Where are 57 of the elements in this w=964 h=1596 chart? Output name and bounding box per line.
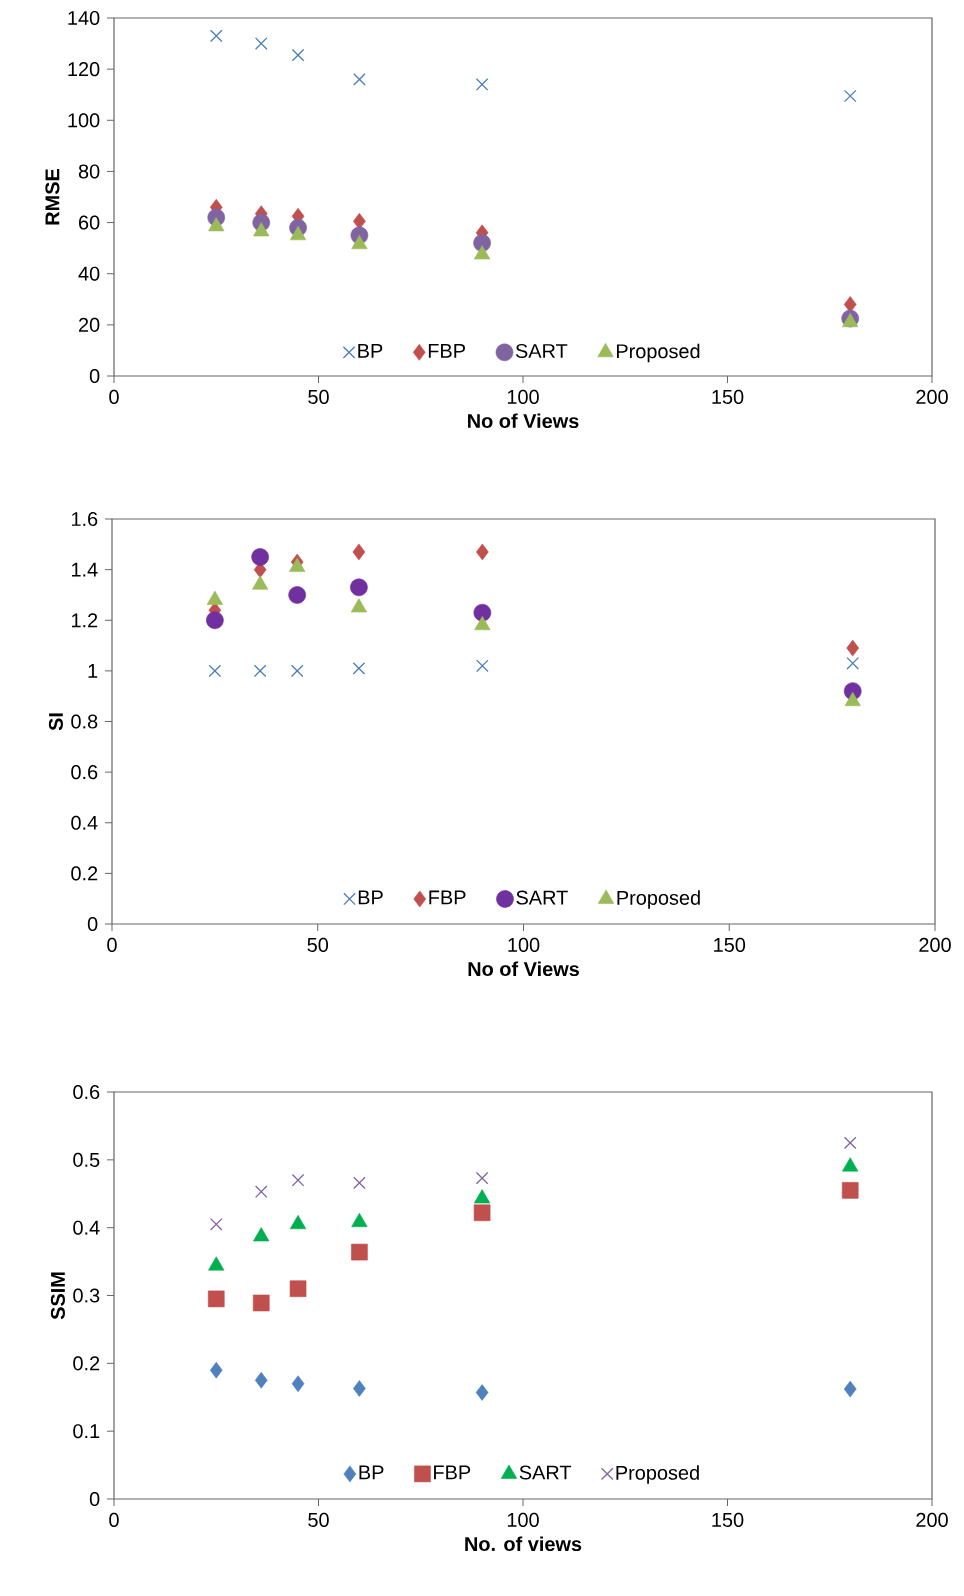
y-axis-title: SI: [48, 713, 63, 731]
y-tick-label: 80: [78, 164, 100, 179]
x-axis-title: No of Views: [468, 961, 579, 977]
x-tick-label: 0: [109, 389, 119, 404]
x-tick-label: 200: [916, 389, 948, 404]
x-tick-label: 50: [308, 1512, 329, 1527]
y-tick-label: 0.8: [71, 714, 98, 729]
x-tick-label: 0: [109, 1512, 119, 1527]
y-tick-label: 0.2: [71, 866, 98, 881]
y-tick-label: 0.5: [73, 1152, 100, 1167]
legend-label: BP: [358, 344, 383, 358]
y-axis-title: RMSE: [45, 169, 60, 225]
y-axis-title: SSIM: [50, 1272, 65, 1320]
y-tick-label: 0.2: [73, 1356, 100, 1371]
y-tick-label: 0: [89, 1491, 100, 1507]
y-tick-label: 0.4: [73, 1220, 100, 1235]
legend-label: FBP: [429, 890, 466, 905]
x-tick-label: 150: [714, 937, 746, 952]
legend-label: Proposed: [616, 1465, 699, 1484]
x-tick-label: 200: [919, 937, 951, 952]
y-tick-label: 1.2: [71, 613, 98, 628]
y-tick-label: 0.4: [71, 815, 98, 830]
y-tick-label: 0.3: [73, 1288, 100, 1303]
x-tick-label: 50: [308, 389, 329, 404]
legend-label: BP: [359, 1465, 384, 1480]
y-tick-label: 100: [68, 113, 100, 128]
legend-label: SART: [515, 343, 568, 359]
y-tick-label: 120: [68, 62, 100, 77]
x-tick-label: 50: [307, 937, 329, 952]
y-tick-label: 0.6: [71, 765, 98, 780]
legend-label: FBP: [428, 344, 465, 358]
y-tick-label: 1: [88, 664, 98, 678]
legend-label: BP: [358, 890, 383, 905]
y-tick-label: 0.6: [73, 1084, 100, 1100]
x-tick-label: 100: [507, 389, 539, 404]
legend-label: SART: [519, 1465, 572, 1480]
legend-label: Proposed: [616, 343, 700, 363]
y-tick-label: 140: [68, 10, 100, 26]
x-tick-label: 150: [712, 1512, 744, 1527]
legend-label: Proposed: [617, 890, 700, 909]
x-axis-title: No of Views: [468, 413, 579, 429]
y-tick-label: 20: [79, 317, 100, 332]
y-tick-label: 0: [89, 368, 100, 384]
x-axis-title: No. of views: [465, 1536, 582, 1552]
x-tick-label: 0: [107, 937, 117, 952]
legend-label: SART: [516, 890, 568, 905]
x-tick-label: 200: [916, 1512, 948, 1527]
y-tick-label: 1.6: [71, 511, 98, 527]
y-tick-label: 0: [87, 916, 98, 932]
x-tick-label: 100: [507, 1512, 539, 1527]
y-tick-label: 0.1: [73, 1424, 100, 1439]
y-tick-label: 40: [78, 266, 100, 281]
y-tick-label: 1.4: [71, 562, 98, 577]
x-tick-label: 150: [712, 389, 744, 404]
x-tick-label: 100: [508, 937, 540, 952]
legend-label: FBP: [434, 1465, 471, 1480]
y-tick-label: 60: [79, 215, 100, 230]
